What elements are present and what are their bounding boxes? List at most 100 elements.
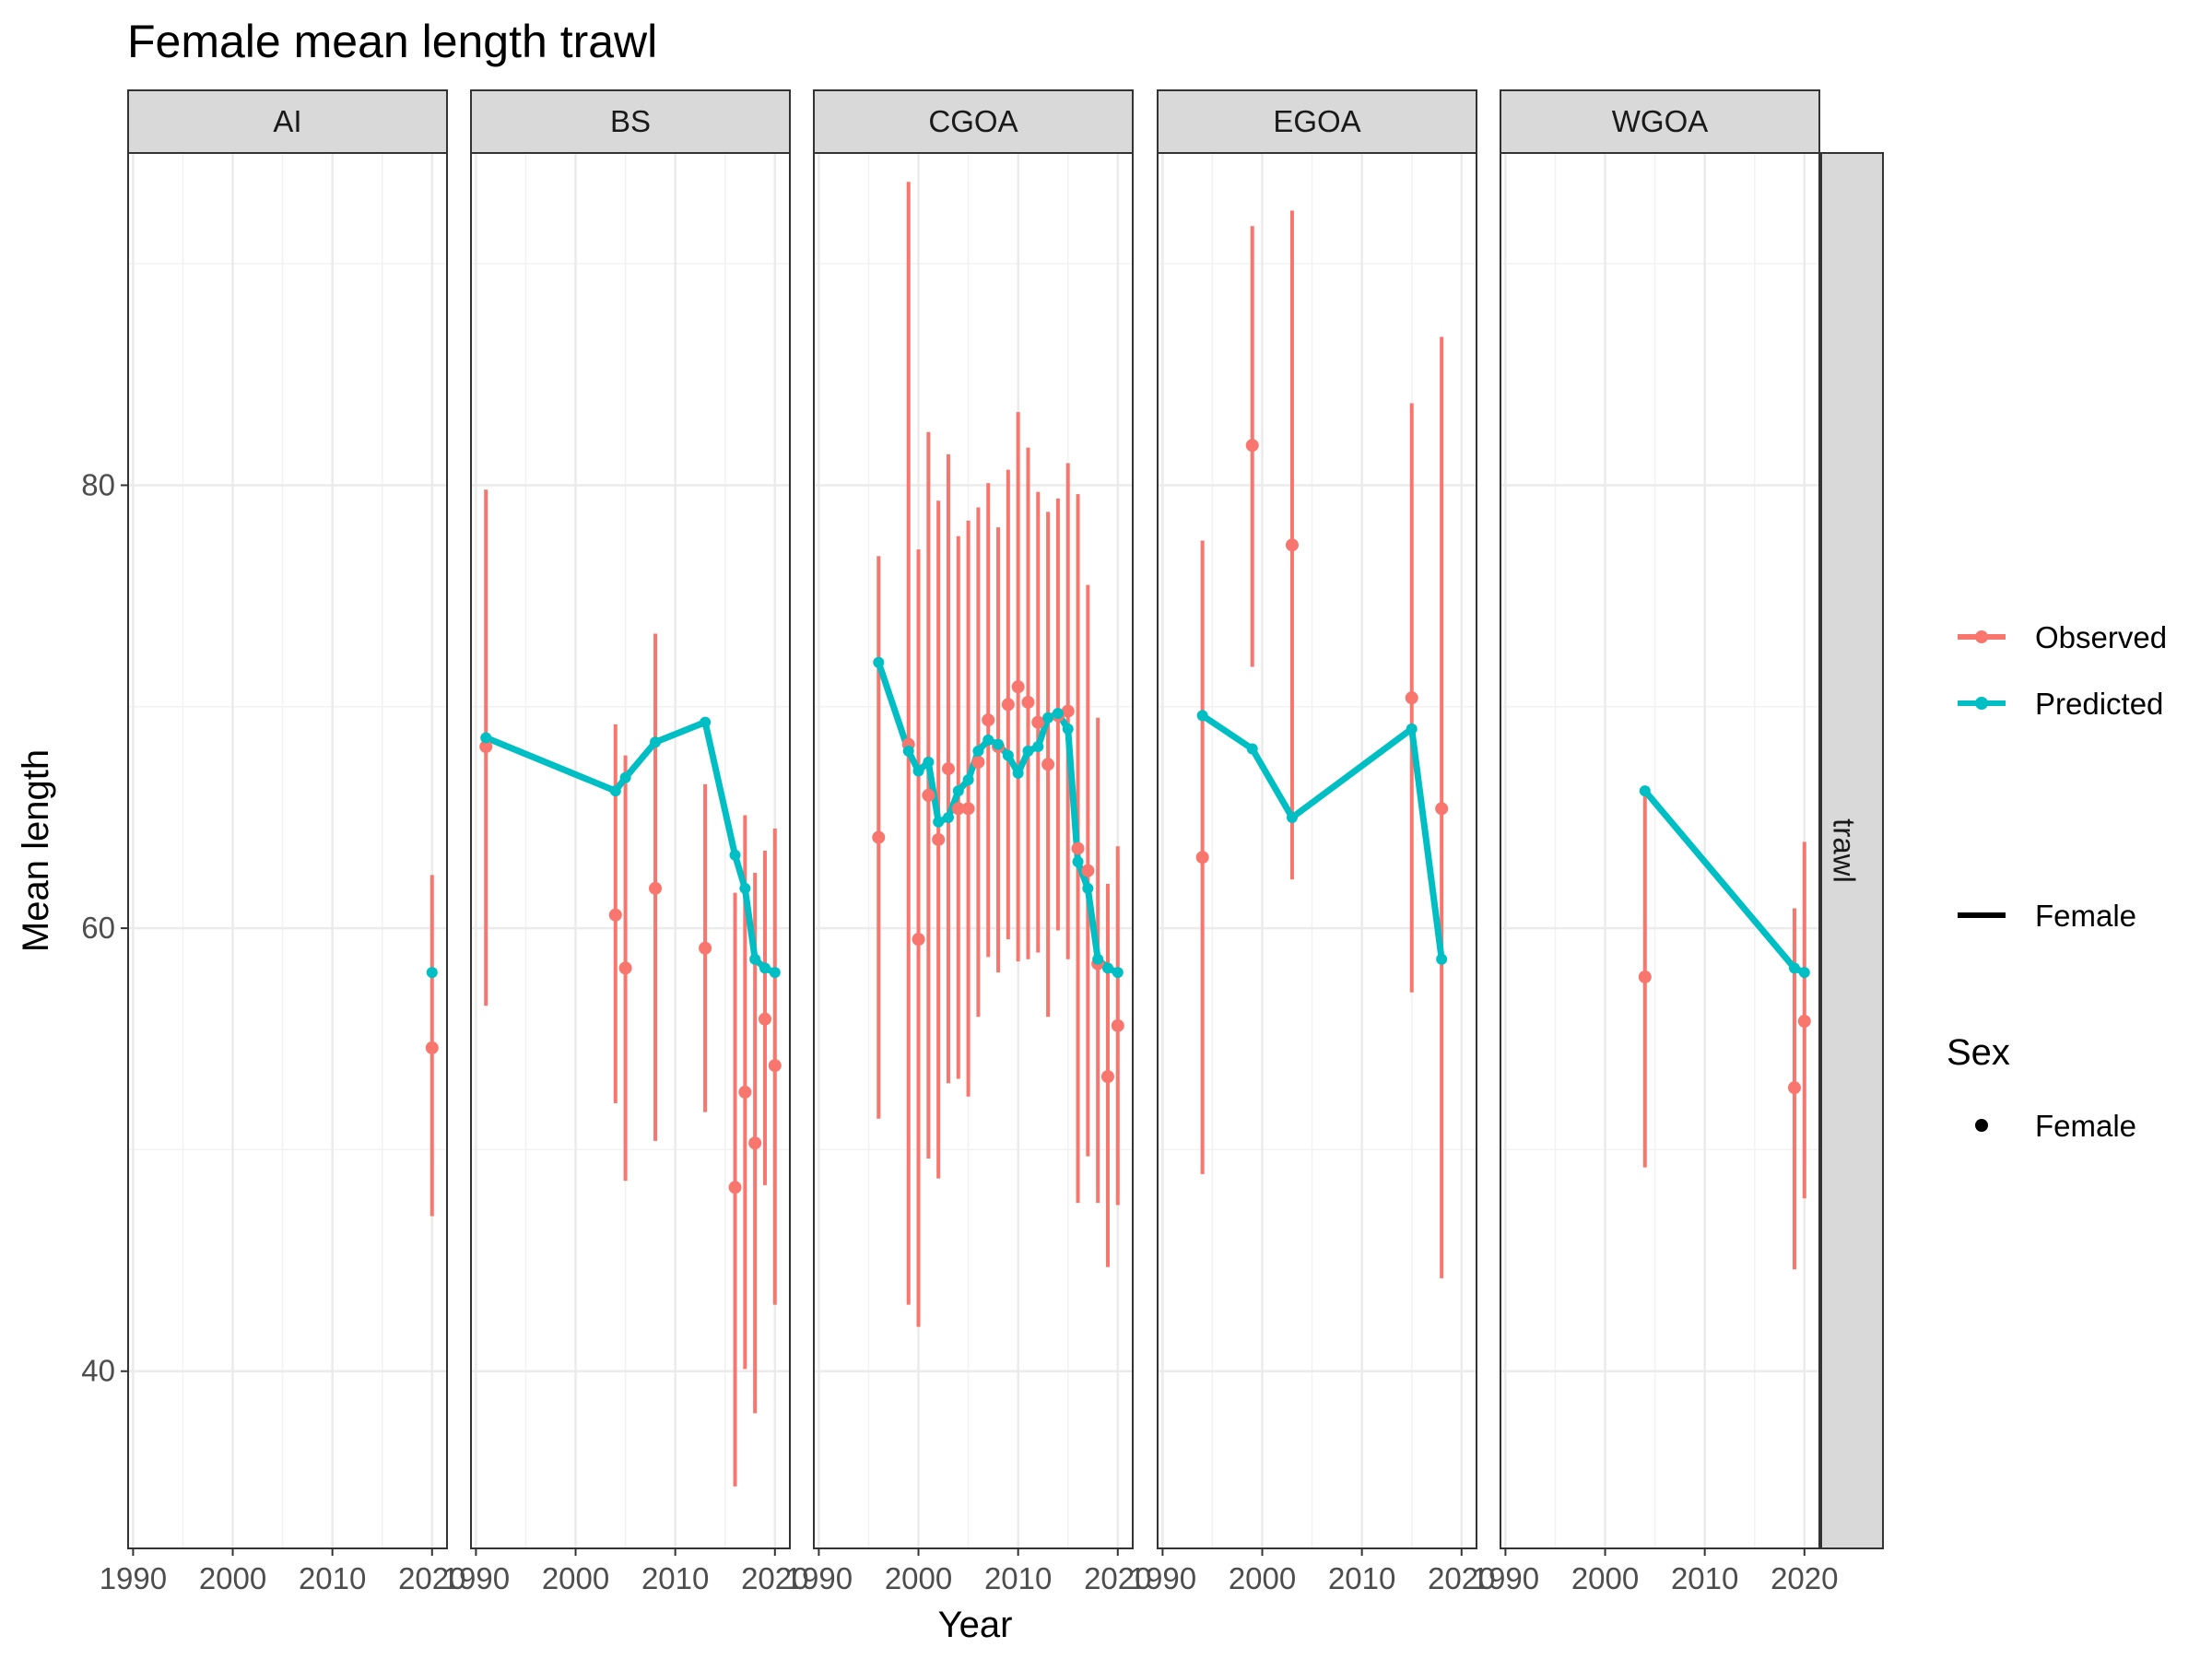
predicted-point <box>972 745 984 757</box>
observed-point <box>1081 864 1095 877</box>
x-tick-label: 2000 <box>1571 1561 1639 1595</box>
facet-panels: 40 60 80 AI 1990 2000 2010 2020 BS 1990 2000 2010 20… <box>81 89 1838 1595</box>
predicted-point <box>993 738 1005 750</box>
legend-item-predicted: Predicted <box>1958 687 2163 721</box>
x-tick-label: 2010 <box>641 1561 709 1595</box>
observed-point <box>728 1181 742 1194</box>
panel-strip-label: AI <box>273 104 301 138</box>
observed-point <box>951 802 965 816</box>
legend: Observed Predicted Female Sex Female <box>1947 620 2167 1143</box>
observed-point <box>1111 1018 1124 1032</box>
predicted-point <box>1246 743 1258 755</box>
predicted-point <box>923 756 935 768</box>
observed-point <box>699 941 712 955</box>
observed-point <box>1787 1081 1801 1095</box>
panel-egoa: EGOA 1990 2000 2010 2020 <box>1129 89 1495 1595</box>
observed-point <box>1285 538 1299 552</box>
panel-cgoa: CGOA 1990 2000 2010 2020 <box>785 89 1151 1595</box>
predicted-point <box>1052 708 1064 720</box>
panel-background <box>471 153 790 1548</box>
observed-point <box>872 830 886 844</box>
x-tick-label: 2010 <box>1671 1561 1738 1595</box>
observed-point <box>912 933 925 947</box>
observed-point <box>1405 691 1418 705</box>
predicted-point <box>1112 967 1124 979</box>
predicted-point <box>962 774 974 786</box>
row-strip-label: trawl <box>1827 818 1861 883</box>
legend-title-sex: Sex <box>1947 1032 2010 1073</box>
predicted-point <box>873 656 885 668</box>
y-axis: 40 60 80 <box>81 467 128 1388</box>
predicted-point <box>1032 741 1044 753</box>
x-tick-label: 1990 <box>100 1561 167 1595</box>
panel-ai: AI 1990 2000 2010 2020 <box>100 89 465 1595</box>
predicted-point <box>739 882 751 894</box>
x-axis-label: Year <box>938 1605 1013 1645</box>
observed-point <box>1001 698 1015 712</box>
observed-point <box>961 802 975 816</box>
predicted-point <box>749 953 761 965</box>
legend-item-observed: Observed <box>1958 620 2167 654</box>
observed-point <box>1031 715 1045 729</box>
predicted-point <box>1798 967 1810 979</box>
predicted-point <box>1286 811 1298 823</box>
predicted-point <box>982 734 994 746</box>
observed-point <box>1011 680 1025 694</box>
x-tick-label: 2000 <box>199 1561 266 1595</box>
observed-point <box>1195 851 1209 865</box>
predicted-point <box>933 816 945 828</box>
x-tick-label: 2000 <box>1229 1561 1296 1595</box>
observed-point <box>1245 439 1259 453</box>
panel-border <box>470 152 791 1549</box>
panel-wgoa: WGOA 1990 2000 2010 2020 <box>1472 89 1838 1595</box>
x-tick-label: 2010 <box>299 1561 366 1595</box>
observed-point <box>758 1012 771 1026</box>
observed-point <box>479 740 493 754</box>
y-tick-label: 60 <box>81 911 115 945</box>
predicted-point <box>1196 710 1208 722</box>
observed-point <box>1797 1015 1811 1029</box>
predicted-line <box>482 719 779 976</box>
predicted-point <box>426 967 438 979</box>
observed-point <box>1638 970 1652 983</box>
predicted-point <box>1092 953 1104 965</box>
legend-label-female-point: Female <box>2035 1109 2136 1143</box>
predicted-point <box>942 811 954 823</box>
predicted-point <box>902 745 914 757</box>
observed-point <box>1021 695 1035 709</box>
predicted-point <box>1788 962 1800 974</box>
panel-background <box>1500 153 1819 1548</box>
panel-strip <box>813 89 1134 154</box>
observed-point <box>1100 1070 1114 1084</box>
predicted-point <box>1012 767 1024 779</box>
predicted-point <box>480 732 492 744</box>
x-tick-label: 2010 <box>1328 1561 1395 1595</box>
observed-point <box>1061 704 1075 718</box>
legend-label-predicted: Predicted <box>2035 687 2163 721</box>
observed-point <box>608 908 622 922</box>
x-tick-label: 1990 <box>1472 1561 1539 1595</box>
panel-strip-label: CGOA <box>928 104 1018 138</box>
panel-bs: BS 1990 2000 2010 2020 <box>442 89 808 1595</box>
observed-point <box>1041 758 1055 771</box>
y-tick-label: 40 <box>81 1354 115 1388</box>
panel-border <box>1500 152 1820 1549</box>
legend-label-observed: Observed <box>2035 620 2167 654</box>
predicted-point <box>1101 962 1113 974</box>
observed-point <box>1435 802 1449 816</box>
observed-point <box>738 1085 752 1099</box>
panel-strip <box>127 89 448 154</box>
legend-item-female-point: Female <box>1975 1109 2136 1143</box>
observed-point <box>982 713 995 727</box>
row-strip: trawl <box>1820 152 1884 1549</box>
observed-point <box>649 881 663 895</box>
legend-item-female-line: Female <box>1958 899 2136 933</box>
x-tick-label: 1990 <box>785 1561 853 1595</box>
x-tick-label: 2020 <box>741 1561 808 1595</box>
panel-background <box>814 153 1133 1548</box>
observed-point <box>922 788 935 802</box>
observed-point <box>1071 841 1085 855</box>
observed-point <box>768 1059 782 1073</box>
predicted-point <box>1072 856 1084 868</box>
